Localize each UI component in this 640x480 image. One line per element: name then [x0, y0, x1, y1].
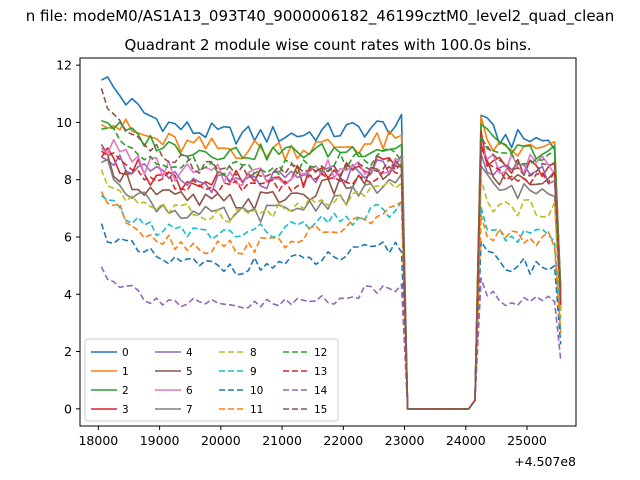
- y-tick-label: 4: [64, 287, 72, 302]
- legend-label-0: 0: [122, 347, 129, 359]
- y-tick-label: 10: [56, 115, 72, 130]
- legend-label-5: 5: [186, 366, 193, 378]
- legend-label-10: 10: [250, 385, 263, 397]
- series-line-1: [101, 115, 562, 410]
- x-tick-label: 19000: [140, 433, 180, 448]
- legend-label-8: 8: [250, 347, 257, 359]
- x-tick-label: 21000: [262, 433, 302, 448]
- series-line-11: [100, 191, 562, 410]
- x-tick-label: 22000: [323, 433, 363, 448]
- series-line-2: [101, 119, 562, 410]
- series-lines: [100, 76, 562, 410]
- figure-suptitle: n file: modeM0/AS1A13_093T40_9000006182_…: [26, 7, 615, 26]
- y-tick-label: 6: [64, 229, 72, 244]
- legend-label-15: 15: [314, 404, 327, 416]
- series-line-14: [100, 266, 562, 410]
- legend-label-4: 4: [186, 347, 193, 359]
- y-tick-label: 2: [64, 344, 72, 359]
- x-axis: 18000 19000 20000 21000 22000 23000 24000 25000: [78, 426, 547, 448]
- y-tick-label: 0: [64, 401, 72, 416]
- legend-label-3: 3: [122, 404, 129, 416]
- legend-label-9: 9: [250, 366, 257, 378]
- legend-label-11: 11: [250, 404, 263, 416]
- legend-label-2: 2: [122, 385, 129, 397]
- y-tick-label: 12: [56, 58, 72, 73]
- legend-label-14: 14: [314, 385, 328, 397]
- x-tick-label: 24000: [446, 433, 486, 448]
- legend-label-6: 6: [186, 385, 193, 397]
- series-line-7: [101, 158, 562, 410]
- legend-label-13: 13: [314, 366, 327, 378]
- series-line-8: [100, 169, 562, 410]
- legend-label-7: 7: [186, 404, 193, 416]
- series-line-9: [100, 195, 562, 410]
- x-tick-label: 20000: [201, 433, 241, 448]
- series-line-5: [100, 143, 562, 410]
- legend-label-1: 1: [122, 366, 129, 378]
- x-offset-label: +4.507e8: [514, 454, 576, 469]
- x-tick-label: 25000: [507, 433, 547, 448]
- series-line-3: [100, 130, 562, 410]
- series-line-10: [100, 223, 562, 410]
- x-tick-label: 18000: [78, 433, 118, 448]
- legend-label-12: 12: [314, 347, 327, 359]
- legend-box: [84, 338, 339, 422]
- chart-title: Quadrant 2 module wise count rates with …: [124, 36, 531, 54]
- y-tick-label: 8: [64, 172, 72, 187]
- series-line-15: [100, 88, 562, 410]
- y-axis: 0 2 4 6 8 10 12: [56, 58, 80, 416]
- x-tick-label: 23000: [385, 433, 425, 448]
- series-line-13: [100, 143, 562, 410]
- series-line-0: [101, 76, 562, 410]
- plot-frame: [79, 57, 577, 427]
